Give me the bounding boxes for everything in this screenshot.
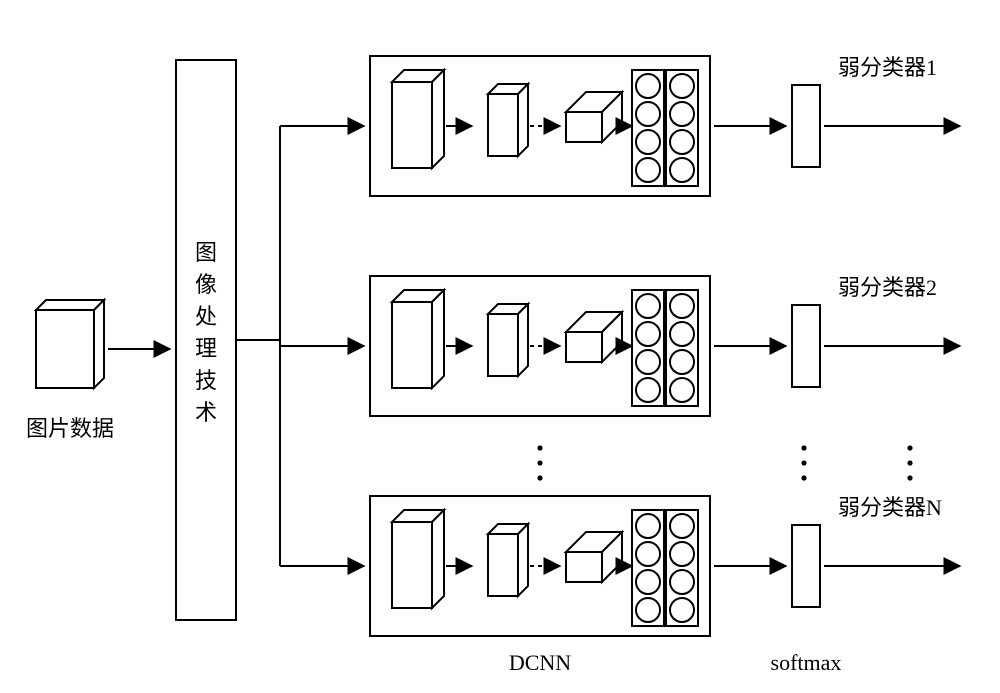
svg-text:像: 像 bbox=[195, 272, 217, 297]
svg-text:弱分类器N: 弱分类器N bbox=[838, 495, 942, 520]
svg-text:图: 图 bbox=[195, 240, 217, 265]
svg-text:弱分类器1: 弱分类器1 bbox=[838, 55, 937, 80]
svg-text:处: 处 bbox=[195, 304, 217, 329]
svg-text:弱分类器2: 弱分类器2 bbox=[838, 275, 937, 300]
svg-text:理: 理 bbox=[195, 336, 217, 361]
svg-text:DCNN: DCNN bbox=[509, 650, 571, 675]
diagram-root: 图片数据 图像处理技术 弱分类器1 弱分类器2 弱分类器N DCNN softmax bbox=[26, 55, 960, 675]
svg-text:图片数据: 图片数据 bbox=[26, 416, 114, 441]
svg-text:技: 技 bbox=[195, 368, 217, 393]
svg-text:术: 术 bbox=[195, 400, 217, 425]
svg-text:softmax: softmax bbox=[771, 650, 842, 675]
